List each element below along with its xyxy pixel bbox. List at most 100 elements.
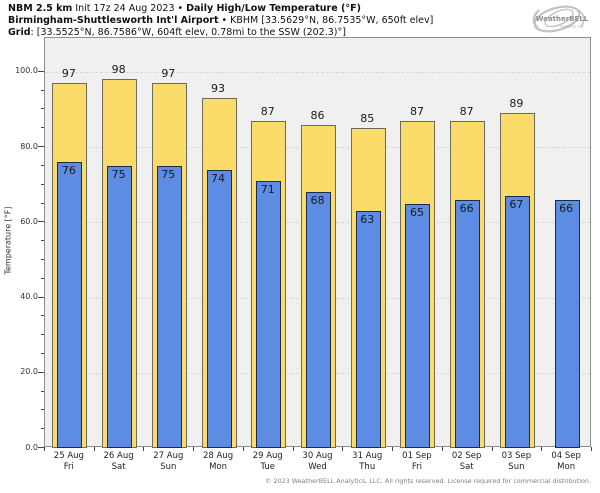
x-tick xyxy=(242,447,244,451)
y-tick-label: 60.0 xyxy=(20,216,38,226)
y-major-tick xyxy=(38,296,44,298)
x-date: 01 Sep xyxy=(402,451,432,461)
y-tick-label: 40.0 xyxy=(20,292,38,302)
low-bar xyxy=(455,199,481,448)
x-category-label: 03 Sep Sun xyxy=(492,451,542,473)
low-value-label: 74 xyxy=(211,171,226,185)
x-category-label: 30 Aug Wed xyxy=(293,451,343,473)
y-minor-tick xyxy=(41,183,44,185)
high-value-label: 93 xyxy=(211,82,226,96)
high-value-label: 87 xyxy=(459,104,474,118)
x-tick xyxy=(44,447,45,451)
x-category-label: 04 Sep Mon xyxy=(541,451,591,473)
grid-coords: : [33.5525°N, 86.7586°W, 604ft elev, 0.7… xyxy=(30,27,346,38)
low-value-label: 63 xyxy=(360,213,375,227)
x-tick xyxy=(93,447,95,451)
y-minor-tick xyxy=(41,315,44,317)
copyright-text: © 2023 WeatherBELL Analytics, LLC. All r… xyxy=(265,477,591,485)
y-major-tick xyxy=(38,70,44,72)
x-weekday: Fri xyxy=(63,462,74,472)
y-minor-tick xyxy=(41,240,44,242)
station-name: Birmingham-Shuttlesworth Int'l Airport xyxy=(8,15,219,26)
title-line-2: Birmingham-Shuttlesworth Int'l Airport •… xyxy=(8,15,433,27)
title-line-1: NBM 2.5 km Init 17z 24 Aug 2023 • Daily … xyxy=(8,3,433,15)
y-minor-tick xyxy=(41,89,44,91)
x-weekday: Sun xyxy=(160,462,177,472)
gridline xyxy=(45,71,590,73)
low-value-label: 65 xyxy=(409,205,424,219)
x-weekday: Thu xyxy=(359,462,376,472)
low-bar xyxy=(306,192,331,448)
weatherbell-logo: WeatherBELL Analytics LLC xyxy=(526,2,596,38)
low-bar xyxy=(405,203,431,448)
low-value-label: 75 xyxy=(161,167,176,181)
low-value-label: 76 xyxy=(61,164,76,178)
y-minor-tick xyxy=(41,334,44,336)
swirl-icon: WeatherBELL Analytics LLC xyxy=(532,5,589,33)
x-weekday: Fri xyxy=(411,462,422,472)
y-minor-tick xyxy=(41,352,44,354)
high-value-label: 98 xyxy=(111,63,126,77)
x-tick xyxy=(591,447,592,451)
x-weekday: Sun xyxy=(508,462,525,472)
y-minor-tick xyxy=(41,277,44,279)
y-minor-tick xyxy=(41,428,44,430)
model-name: NBM 2.5 km xyxy=(8,3,73,14)
x-category-label: 01 Sep Fri xyxy=(392,451,442,473)
logo-text: WeatherBELL xyxy=(536,15,589,23)
low-value-label: 71 xyxy=(260,182,275,196)
chart-title-block: NBM 2.5 km Init 17z 24 Aug 2023 • Daily … xyxy=(8,3,433,39)
low-bar xyxy=(206,169,232,448)
x-category-label: 31 Aug Thu xyxy=(342,451,392,473)
y-major-tick xyxy=(38,146,44,148)
x-category-label: 29 Aug Tue xyxy=(243,451,293,473)
x-tick xyxy=(491,447,493,451)
low-bar xyxy=(57,162,83,448)
y-major-tick xyxy=(38,371,44,373)
y-major-tick xyxy=(38,447,44,448)
x-weekday: Wed xyxy=(308,462,327,472)
y-tick-label: 20.0 xyxy=(20,367,38,377)
high-value-label: 87 xyxy=(260,104,275,118)
low-value-label: 67 xyxy=(509,197,524,211)
logo-subtext: Analytics LLC xyxy=(560,25,584,29)
high-value-label: 89 xyxy=(509,97,524,111)
low-value-label: 75 xyxy=(111,167,126,181)
station-coords: • KBHM [33.5629°N, 86.7535°W, 650ft elev… xyxy=(218,15,434,26)
plot-area xyxy=(44,37,591,448)
x-tick xyxy=(193,447,195,451)
high-value-label: 87 xyxy=(409,104,424,118)
x-tick xyxy=(292,447,294,451)
x-tick xyxy=(392,447,394,451)
y-tick-label: 0.0 xyxy=(25,442,38,452)
x-date: 04 Sep xyxy=(551,451,581,461)
x-category-label: 02 Sep Sat xyxy=(442,451,492,473)
low-bar xyxy=(256,180,282,448)
high-value-label: 86 xyxy=(310,108,325,122)
low-bar xyxy=(504,195,530,448)
x-category-label: 26 Aug Sat xyxy=(94,451,144,473)
low-bar xyxy=(554,199,580,448)
y-tick-label: 100.0 xyxy=(15,66,38,76)
y-minor-tick xyxy=(41,258,44,260)
y-minor-tick xyxy=(41,108,44,110)
low-value-label: 68 xyxy=(310,194,325,208)
y-minor-tick xyxy=(41,409,44,411)
x-date: 27 Aug xyxy=(153,451,184,461)
x-date: 31 Aug xyxy=(352,451,383,461)
title-line-3: Grid: [33.5525°N, 86.7586°W, 604ft elev,… xyxy=(8,27,433,39)
x-date: 03 Sep xyxy=(501,451,532,461)
x-date: 28 Aug xyxy=(202,451,234,461)
y-major-tick xyxy=(38,221,44,223)
y-tick-label: 80.0 xyxy=(20,141,38,151)
x-date: 25 Aug xyxy=(53,451,84,461)
init-time: Init 17z 24 Aug 2023 • xyxy=(72,3,187,14)
low-value-label: 66 xyxy=(559,201,574,215)
high-value-label: 97 xyxy=(61,67,76,81)
chart-type-title: Daily High/Low Temperature (°F) xyxy=(186,3,361,14)
y-minor-tick xyxy=(41,390,44,392)
x-category-label: 27 Aug Sun xyxy=(143,451,193,473)
x-date: 30 Aug xyxy=(302,451,333,461)
high-value-label: 85 xyxy=(360,112,375,126)
